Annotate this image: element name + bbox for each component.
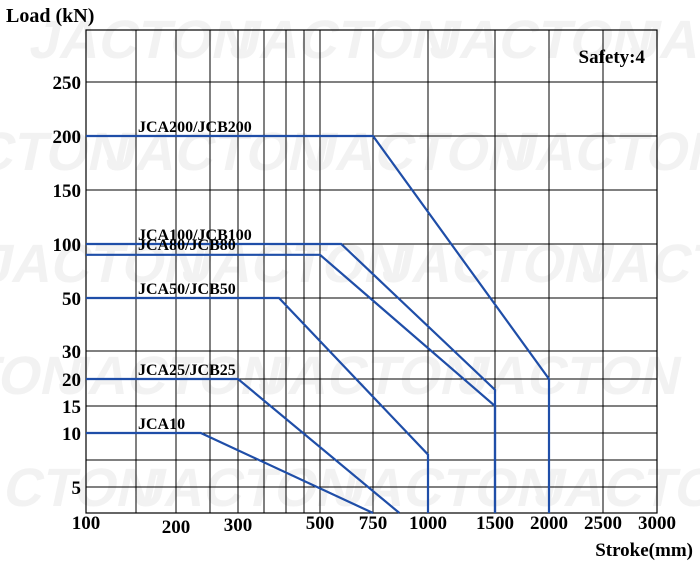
series-line — [86, 431, 374, 514]
x-tick-label: 1000 — [409, 513, 447, 534]
watermark-text: JACTON — [425, 10, 659, 70]
y-tick-label: 50 — [62, 289, 81, 310]
watermark-text: JACTON — [301, 122, 535, 182]
watermark-text: JACTON — [101, 122, 335, 182]
watermark-text: JACTON — [0, 346, 88, 406]
watermark-text: JACTON — [454, 346, 688, 406]
series-label: JCA25/JCB25 — [138, 362, 236, 379]
watermark-text: JACTON — [130, 458, 364, 518]
series-line — [86, 253, 497, 513]
watermark-text: JACTON — [25, 10, 259, 70]
watermark-text: JACTON — [54, 346, 288, 406]
y-tick-label: 100 — [53, 235, 82, 256]
chart-grid — [85, 29, 658, 514]
chart-ticks: 250 200 150 100 50 30 20 15 10 5 100 200 300 500 750 10… — [53, 73, 677, 538]
x-tick-label: 200 — [162, 517, 191, 538]
x-tick-label: 300 — [224, 515, 253, 536]
x-tick-label: 100 — [72, 513, 101, 534]
x-tick-label: 2500 — [584, 513, 622, 534]
series-line — [86, 134, 551, 513]
watermark-text: JACTON — [625, 10, 700, 70]
x-tick-label: 3000 — [638, 513, 676, 534]
watermark-text: JACTON — [530, 458, 700, 518]
series-label: JCA50/JCB50 — [138, 281, 236, 298]
series-label: JCA10 — [138, 416, 185, 433]
series-label: JCA80/JCB80 — [138, 237, 236, 254]
series-line — [86, 296, 430, 513]
y-tick-label: 20 — [62, 370, 81, 391]
x-tick-label: 750 — [359, 513, 388, 534]
series-line — [86, 377, 401, 514]
y-tick-label: 30 — [62, 342, 81, 363]
x-tick-label: 2000 — [530, 513, 568, 534]
watermark-text: JACTON — [0, 122, 135, 182]
watermark-layer: JACTONJACTONJACTONJACTONJACTONJACTONJACT… — [0, 10, 700, 518]
series-label: JCA100/JCB100 — [138, 227, 252, 244]
watermark-text: JACTON — [578, 234, 700, 294]
watermark-text: JACTON — [378, 234, 612, 294]
watermark-text: JACTON — [501, 122, 700, 182]
safety-annotation: Safety:4 — [579, 47, 646, 68]
y-tick-label: 5 — [72, 478, 82, 499]
x-axis-label: Stroke(mm) — [595, 540, 693, 561]
watermark-text: JACTON — [225, 10, 459, 70]
x-tick-label: 1500 — [476, 513, 514, 534]
y-tick-label: 250 — [53, 73, 82, 94]
y-tick-label: 15 — [62, 397, 81, 418]
y-axis-label: Load (kN) — [6, 5, 94, 27]
x-tick-label: 500 — [306, 513, 335, 534]
y-tick-label: 10 — [62, 424, 81, 445]
y-tick-label: 150 — [53, 181, 82, 202]
y-tick-label: 200 — [53, 127, 82, 148]
series-label: JCA200/JCB200 — [138, 119, 252, 136]
watermark-text: JACTON — [254, 346, 488, 406]
